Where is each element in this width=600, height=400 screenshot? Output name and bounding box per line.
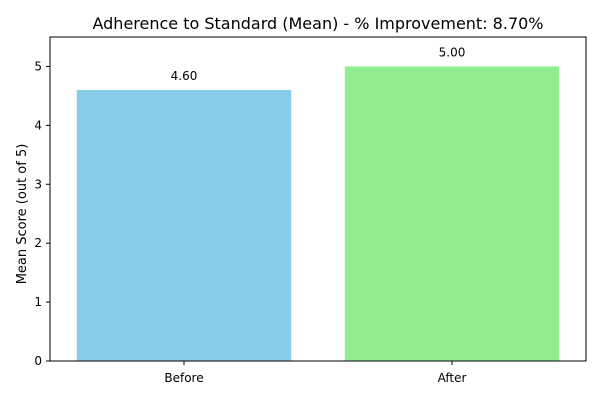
y-axis-label: Mean Score (out of 5) — [15, 144, 30, 285]
y-tick-label-5: 5 — [34, 59, 42, 73]
y-tick-label-1: 1 — [34, 295, 42, 309]
x-tick-label-after: After — [438, 371, 467, 385]
plot-frame — [49, 36, 587, 362]
plot-area: 4.60 Before 5.00 After 0 1 2 3 4 5 — [34, 36, 587, 385]
chart-title: Adherence to Standard (Mean) - % Improve… — [92, 14, 543, 33]
x-tick-label-before: Before — [164, 371, 203, 385]
data-label-after: 5.00 — [439, 45, 466, 59]
data-label-before: 4.60 — [171, 69, 198, 83]
y-tick-label-4: 4 — [34, 118, 42, 132]
y-tick-label-3: 3 — [34, 177, 42, 191]
y-tick-label-0: 0 — [34, 354, 42, 368]
bar-before — [76, 90, 292, 361]
bar-after — [344, 66, 560, 362]
y-tick-label-2: 2 — [34, 236, 42, 250]
